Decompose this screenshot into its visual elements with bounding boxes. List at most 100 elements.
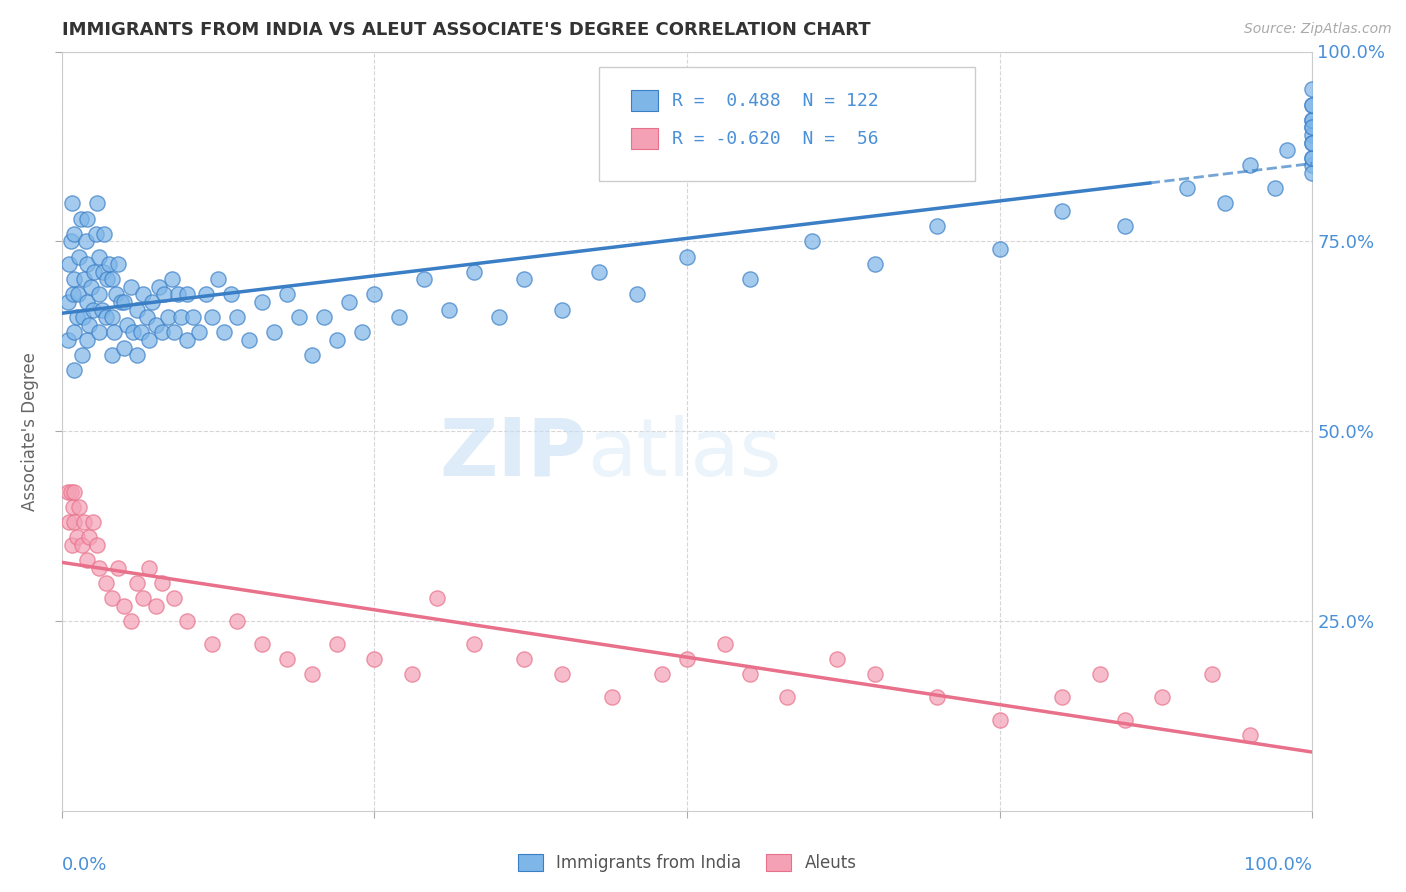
Point bbox=[96, 272, 118, 286]
Point bbox=[58, 257, 80, 271]
Point bbox=[125, 302, 148, 317]
Point bbox=[100, 310, 122, 325]
Point bbox=[72, 310, 94, 325]
Point bbox=[59, 484, 82, 499]
Point bbox=[112, 295, 135, 310]
Point bbox=[70, 348, 93, 362]
Point bbox=[551, 667, 574, 681]
Point bbox=[988, 713, 1011, 727]
Point bbox=[238, 333, 260, 347]
Point bbox=[600, 690, 623, 704]
Point bbox=[153, 287, 176, 301]
Point bbox=[1239, 728, 1261, 742]
Point bbox=[150, 576, 173, 591]
Point bbox=[413, 272, 436, 286]
Point bbox=[62, 287, 84, 301]
Point bbox=[207, 272, 229, 286]
Point bbox=[1264, 181, 1286, 195]
Point bbox=[337, 295, 360, 310]
Point bbox=[1201, 667, 1223, 681]
Point bbox=[150, 326, 173, 340]
Point bbox=[63, 272, 86, 286]
Point bbox=[120, 280, 142, 294]
Point bbox=[163, 326, 186, 340]
Text: 100.0%: 100.0% bbox=[1244, 856, 1312, 874]
Point bbox=[93, 227, 115, 241]
Point bbox=[1114, 713, 1136, 727]
Point bbox=[122, 326, 145, 340]
Point bbox=[1050, 690, 1073, 704]
Point bbox=[83, 265, 105, 279]
Point bbox=[463, 637, 485, 651]
Point bbox=[863, 667, 886, 681]
Point bbox=[1301, 136, 1323, 150]
Point bbox=[363, 287, 385, 301]
Text: IMMIGRANTS FROM INDIA VS ALEUT ASSOCIATE'S DEGREE CORRELATION CHART: IMMIGRANTS FROM INDIA VS ALEUT ASSOCIATE… bbox=[62, 21, 870, 39]
Point bbox=[194, 287, 217, 301]
Point bbox=[100, 272, 122, 286]
Point bbox=[176, 333, 198, 347]
Point bbox=[145, 599, 167, 613]
Point bbox=[112, 599, 135, 613]
Point bbox=[288, 310, 311, 325]
Point bbox=[67, 250, 90, 264]
Point bbox=[326, 637, 349, 651]
Point bbox=[250, 637, 273, 651]
Point bbox=[326, 333, 349, 347]
Point bbox=[63, 516, 86, 530]
Point bbox=[76, 211, 98, 226]
Point bbox=[73, 516, 96, 530]
Point bbox=[1088, 667, 1111, 681]
Point bbox=[1277, 143, 1299, 157]
Point bbox=[145, 318, 167, 332]
Point bbox=[201, 637, 224, 651]
Point bbox=[513, 652, 536, 666]
Point bbox=[463, 265, 485, 279]
Point bbox=[125, 576, 148, 591]
Point bbox=[66, 310, 89, 325]
Point bbox=[73, 272, 96, 286]
Point bbox=[63, 484, 86, 499]
Point bbox=[1301, 151, 1323, 165]
Point bbox=[70, 538, 93, 552]
Point bbox=[91, 265, 114, 279]
Point bbox=[927, 690, 949, 704]
Point bbox=[676, 250, 699, 264]
Point bbox=[110, 295, 132, 310]
Point bbox=[388, 310, 411, 325]
Point bbox=[1301, 120, 1323, 135]
Point bbox=[1301, 112, 1323, 127]
Text: 0.0%: 0.0% bbox=[62, 856, 107, 874]
Point bbox=[1301, 166, 1323, 180]
Point bbox=[77, 531, 100, 545]
Point bbox=[1050, 203, 1073, 218]
Point bbox=[138, 561, 160, 575]
Point bbox=[988, 242, 1011, 256]
Point bbox=[138, 333, 160, 347]
Point bbox=[350, 326, 373, 340]
Point bbox=[90, 302, 112, 317]
Point bbox=[301, 667, 323, 681]
Point bbox=[89, 250, 111, 264]
Point bbox=[439, 302, 461, 317]
Point bbox=[76, 295, 98, 310]
Point bbox=[107, 561, 129, 575]
Point bbox=[148, 280, 170, 294]
Point bbox=[76, 553, 98, 567]
Point bbox=[1301, 97, 1323, 112]
Point bbox=[169, 310, 191, 325]
Point bbox=[63, 227, 86, 241]
Text: R = -0.620  N =  56: R = -0.620 N = 56 bbox=[672, 130, 879, 148]
Point bbox=[157, 310, 180, 325]
Point bbox=[401, 667, 423, 681]
Legend: Immigrants from India, Aleuts: Immigrants from India, Aleuts bbox=[510, 847, 863, 879]
Point bbox=[1301, 82, 1323, 96]
Point bbox=[103, 326, 125, 340]
Point bbox=[112, 341, 135, 355]
Point bbox=[135, 310, 157, 325]
Text: atlas: atlas bbox=[586, 415, 782, 493]
Point bbox=[513, 272, 536, 286]
Point bbox=[67, 500, 90, 514]
Point bbox=[426, 591, 449, 606]
Point bbox=[76, 333, 98, 347]
